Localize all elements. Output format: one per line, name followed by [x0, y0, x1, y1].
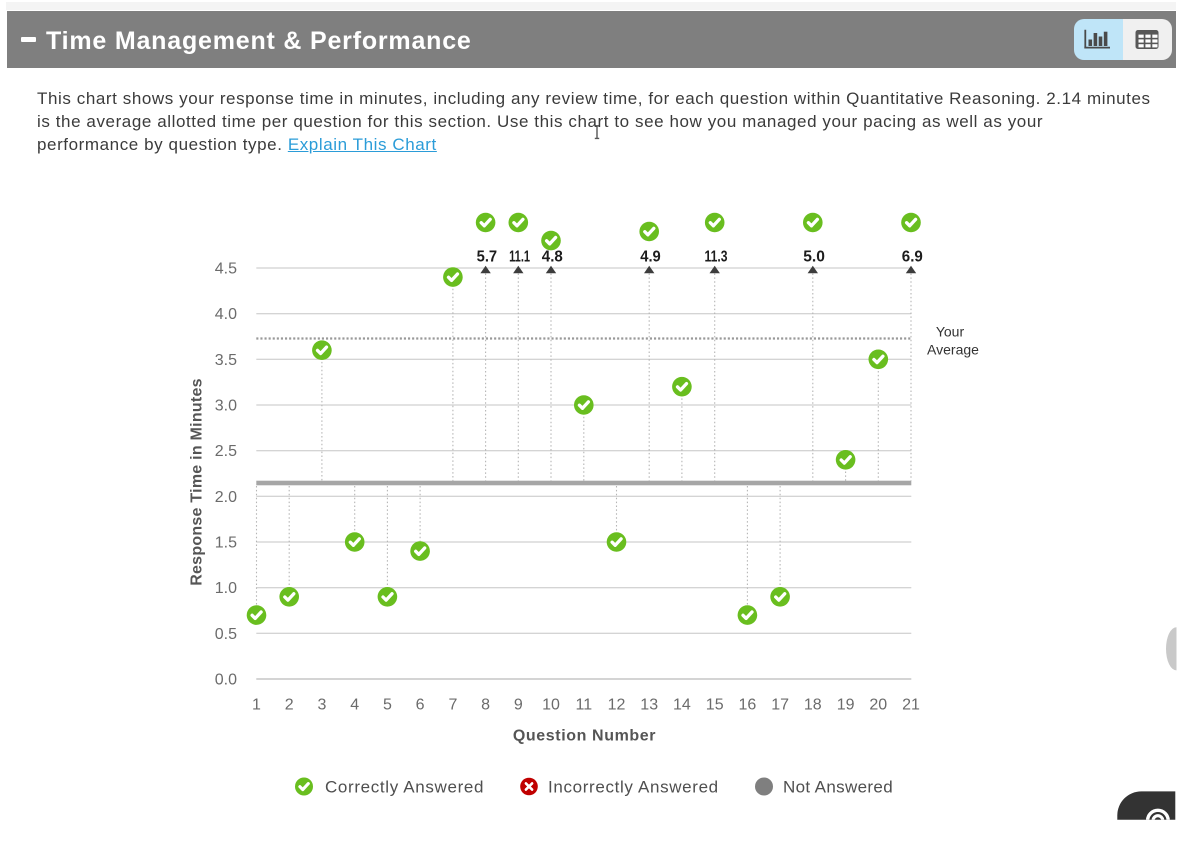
svg-text:17: 17 [771, 697, 789, 714]
svg-text:Incorrectly Answered: Incorrectly Answered [548, 778, 719, 797]
svg-text:10: 10 [542, 697, 560, 714]
svg-text:1.5: 1.5 [215, 535, 237, 552]
svg-text:20: 20 [869, 697, 887, 714]
svg-text:7: 7 [448, 697, 457, 714]
svg-text:6.9: 6.9 [902, 249, 923, 266]
svg-text:14: 14 [673, 697, 691, 714]
svg-text:6: 6 [416, 697, 425, 714]
svg-text:Question Number: Question Number [513, 728, 656, 745]
svg-text:8: 8 [481, 697, 490, 714]
svg-text:5.7: 5.7 [477, 249, 498, 266]
svg-text:1: 1 [252, 697, 261, 714]
svg-text:5: 5 [383, 697, 392, 714]
svg-text:0.5: 0.5 [215, 626, 237, 643]
svg-text:2: 2 [285, 697, 294, 714]
svg-text:21: 21 [902, 697, 920, 714]
svg-text:13: 13 [640, 697, 658, 714]
svg-text:5.0: 5.0 [803, 249, 825, 266]
svg-text:Your: Your [936, 324, 965, 340]
svg-text:Average: Average [927, 342, 979, 358]
svg-text:19: 19 [837, 697, 855, 714]
svg-text:4.0: 4.0 [215, 306, 237, 323]
svg-text:11.3: 11.3 [705, 249, 728, 266]
svg-text:Not Answered: Not Answered [783, 778, 893, 797]
svg-text:2.5: 2.5 [215, 443, 237, 460]
svg-text:12: 12 [608, 697, 626, 714]
svg-text:Response Time in Minutes: Response Time in Minutes [188, 378, 205, 586]
svg-text:15: 15 [706, 697, 724, 714]
svg-text:Correctly Answered: Correctly Answered [325, 778, 484, 797]
svg-text:3.5: 3.5 [215, 352, 237, 369]
svg-text:18: 18 [804, 697, 822, 714]
svg-text:11: 11 [575, 697, 592, 714]
svg-text:9: 9 [514, 697, 523, 714]
svg-text:0.0: 0.0 [215, 672, 237, 689]
svg-text:3: 3 [317, 697, 326, 714]
svg-text:2.0: 2.0 [215, 489, 237, 506]
svg-text:4.5: 4.5 [215, 261, 237, 278]
svg-text:4.8: 4.8 [542, 249, 563, 266]
svg-text:1.0: 1.0 [215, 580, 237, 597]
svg-text:4.9: 4.9 [640, 249, 661, 266]
svg-text:11.1: 11.1 [509, 249, 530, 266]
svg-text:16: 16 [739, 697, 757, 714]
svg-text:3.0: 3.0 [215, 398, 237, 415]
svg-text:4: 4 [350, 697, 359, 714]
